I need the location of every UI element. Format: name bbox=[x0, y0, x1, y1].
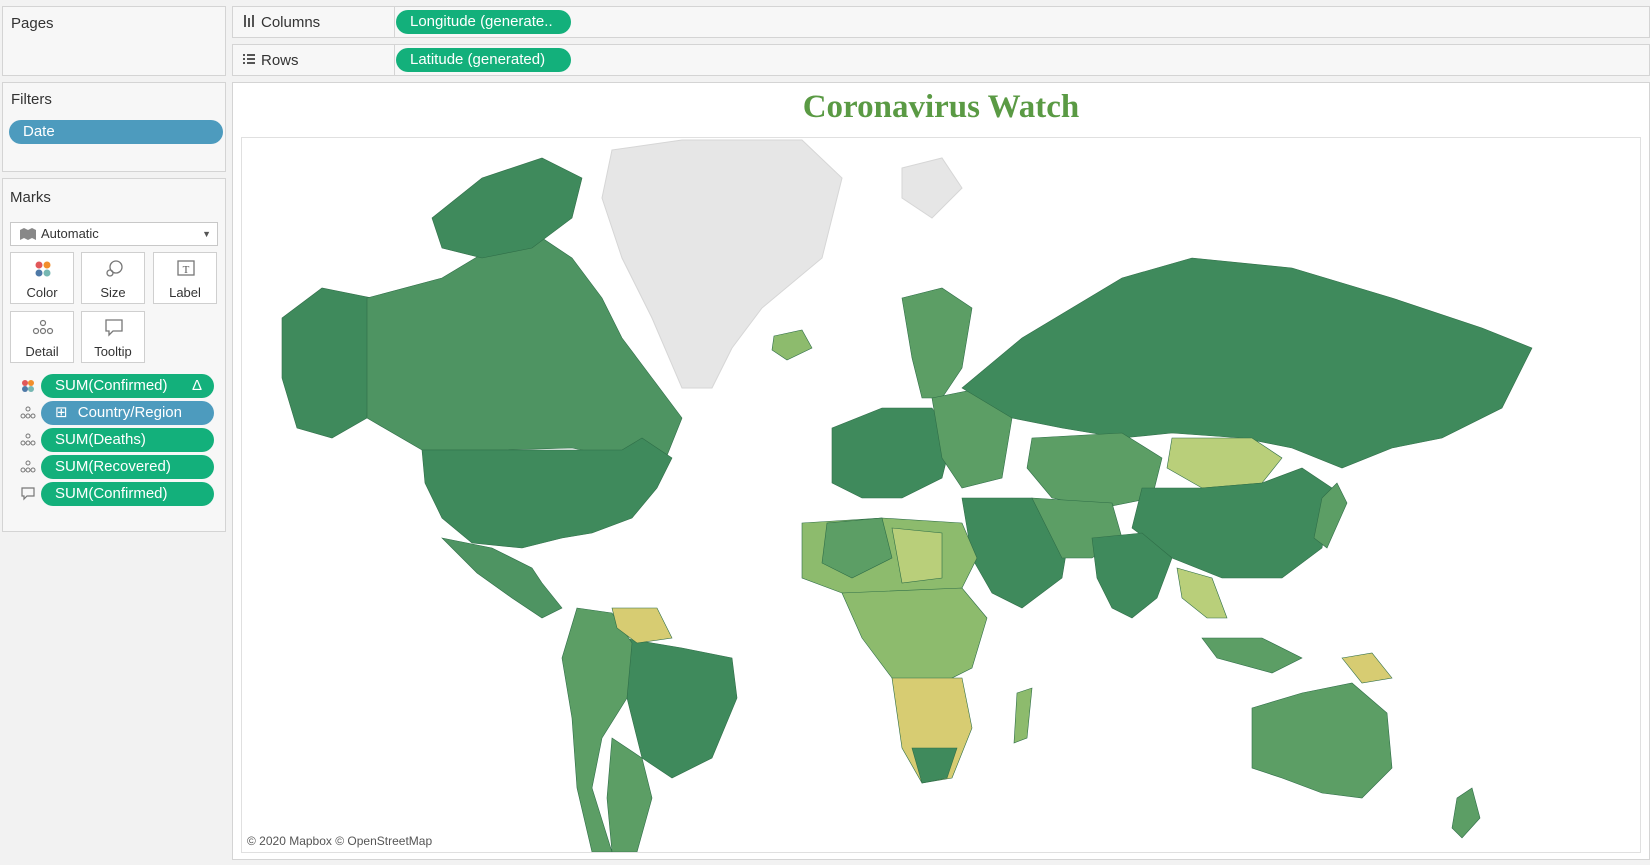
map-region-svalbard bbox=[901, 157, 963, 219]
map-icon bbox=[20, 228, 36, 240]
delta-icon: Δ bbox=[191, 377, 202, 394]
map-region-alaska bbox=[281, 287, 373, 439]
map-attribution[interactable]: © 2020 Mapbox © OpenStreetMap bbox=[247, 834, 433, 848]
map-region-usa bbox=[421, 437, 673, 549]
size-card-label: Size bbox=[100, 285, 126, 300]
field-pill-sum-deaths[interactable]: SUM(Deaths) bbox=[41, 428, 214, 452]
field-label: SUM(Deaths) bbox=[55, 431, 146, 448]
detail-icon bbox=[20, 433, 36, 446]
text-label-icon: T bbox=[177, 260, 195, 276]
size-icon bbox=[106, 260, 123, 277]
map-region-greenland bbox=[601, 139, 843, 389]
map-region-south-africa bbox=[911, 747, 958, 784]
rows-label: Rows bbox=[261, 52, 299, 69]
map-region-kazakhstan bbox=[1026, 432, 1163, 509]
rows-icon bbox=[243, 54, 255, 64]
pages-title: Pages bbox=[11, 15, 54, 32]
columns-label: Columns bbox=[261, 14, 321, 31]
filters-title: Filters bbox=[11, 91, 52, 108]
tooltip-icon bbox=[21, 487, 35, 501]
map-region-libya bbox=[891, 527, 943, 584]
columns-pill-longitude[interactable]: Longitude (generate.. bbox=[396, 10, 571, 34]
map-region-russia bbox=[961, 257, 1533, 469]
columns-shelf[interactable]: Columns Longitude (generate.. bbox=[232, 6, 1650, 38]
map-region-venezuela bbox=[611, 607, 673, 644]
mark-type-dropdown[interactable]: Automatic ▼ bbox=[10, 222, 218, 246]
color-card-label: Color bbox=[26, 285, 58, 300]
map-region-andes bbox=[561, 607, 633, 852]
filter-pill-date[interactable]: Date bbox=[9, 120, 223, 144]
color-icon bbox=[35, 261, 51, 277]
map-region-indonesia bbox=[1201, 637, 1303, 674]
detail-icon bbox=[32, 319, 54, 335]
map-region-india bbox=[1091, 532, 1173, 619]
detail-icon bbox=[20, 460, 36, 473]
map-region-scandinavia bbox=[901, 287, 973, 399]
map-region-central-africa bbox=[841, 587, 988, 689]
color-card[interactable]: Color bbox=[10, 252, 74, 304]
field-pill-sum-recovered[interactable]: SUM(Recovered) bbox=[41, 455, 214, 479]
map-region-argentina bbox=[606, 737, 653, 852]
map-region-japan bbox=[1313, 482, 1348, 549]
map-region-algeria bbox=[821, 517, 893, 579]
viz-area: Coronavirus Watch bbox=[232, 82, 1650, 860]
label-card[interactable]: T Label bbox=[153, 252, 217, 304]
color-icon bbox=[22, 380, 34, 392]
size-card[interactable]: Size bbox=[81, 252, 145, 304]
map-region-mexico bbox=[441, 537, 563, 619]
map-region-brazil bbox=[621, 637, 738, 779]
svg-text:T: T bbox=[183, 264, 190, 276]
rows-pill-latitude[interactable]: Latitude (generated) bbox=[396, 48, 571, 72]
field-label: SUM(Confirmed) bbox=[55, 485, 168, 502]
map-region-madagascar bbox=[1013, 687, 1033, 744]
tooltip-card-label: Tooltip bbox=[94, 344, 132, 359]
rows-shelf[interactable]: Rows Latitude (generated) bbox=[232, 44, 1650, 76]
map-region-mongolia bbox=[1166, 437, 1283, 489]
map-region-arctic-islands bbox=[431, 157, 583, 259]
map-region-iceland bbox=[771, 329, 813, 361]
choropleth-map[interactable] bbox=[242, 138, 1640, 852]
field-pill-sum-confirmed-color[interactable]: SUM(Confirmed) Δ bbox=[41, 374, 214, 398]
field-label: SUM(Confirmed) bbox=[55, 377, 168, 394]
field-label: Country/Region bbox=[77, 404, 182, 421]
map-region-australia bbox=[1251, 682, 1393, 799]
filters-panel[interactable]: Filters Date bbox=[2, 82, 226, 172]
tooltip-icon bbox=[105, 319, 123, 337]
chevron-down-icon[interactable]: ▼ bbox=[202, 229, 211, 239]
tooltip-card[interactable]: Tooltip bbox=[81, 311, 145, 363]
world-map[interactable]: © 2020 Mapbox © OpenStreetMap bbox=[241, 137, 1641, 853]
detail-card-label: Detail bbox=[25, 344, 59, 359]
detail-icon bbox=[20, 406, 36, 419]
map-region-western-europe bbox=[831, 407, 953, 499]
field-pill-country-region[interactable]: ⊞ Country/Region bbox=[41, 401, 214, 425]
pages-panel: Pages bbox=[2, 6, 226, 76]
expand-icon[interactable]: ⊞ bbox=[55, 404, 68, 421]
shelf-divider bbox=[394, 45, 395, 75]
viz-title: Coronavirus Watch bbox=[802, 89, 1080, 125]
columns-icon bbox=[244, 15, 254, 27]
marks-title: Marks bbox=[10, 189, 51, 206]
field-pill-sum-confirmed-tooltip[interactable]: SUM(Confirmed) bbox=[41, 482, 214, 506]
mark-type-label: Automatic bbox=[41, 226, 99, 241]
detail-card[interactable]: Detail bbox=[10, 311, 74, 363]
map-region-papua-new-guinea bbox=[1341, 652, 1393, 684]
map-region-new-zealand bbox=[1451, 787, 1481, 839]
shelf-divider bbox=[394, 7, 395, 37]
label-card-label: Label bbox=[169, 285, 201, 300]
map-region-southeast-asia bbox=[1176, 567, 1228, 619]
field-label: SUM(Recovered) bbox=[55, 458, 171, 475]
